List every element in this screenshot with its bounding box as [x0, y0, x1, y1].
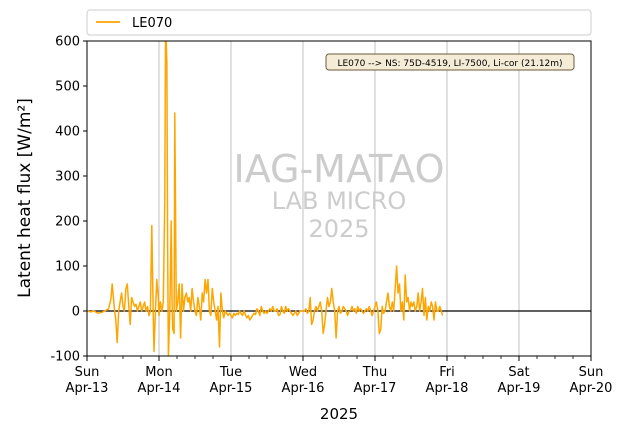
watermark-line-3: 2025: [308, 215, 369, 243]
y-tick-label: -100: [50, 350, 80, 365]
y-axis-label: Latent heat flux [W/m²]: [15, 98, 35, 298]
y-tick-label: 200: [55, 215, 80, 230]
y-tick-label: 0: [72, 305, 80, 320]
x-tick-label-day: Fri: [439, 365, 455, 380]
x-tick-label-day: Sun: [75, 365, 100, 380]
x-tick-label-day: Sun: [579, 365, 604, 380]
series-layer: [87, 41, 444, 356]
x-tick-label-date: Apr-19: [498, 381, 541, 396]
x-tick-label-date: Apr-15: [210, 381, 253, 396]
gridlines: [158, 41, 520, 356]
x-tick-label-date: Apr-14: [138, 381, 181, 396]
x-tick-label-date: Apr-16: [282, 381, 325, 396]
series-line-le070: [87, 41, 350, 356]
watermark-line-2: LAB MICRO: [272, 187, 407, 215]
x-tick-label-day: Sat: [508, 365, 529, 380]
legend-box: [86, 9, 592, 36]
x-tick-label-day: Mon: [145, 365, 172, 380]
annotation-text: LE070 --> NS: 75D-4519, LI-7500, Li-cor …: [337, 59, 562, 69]
x-axis: SunApr-13MonApr-14TueApr-15WedApr-16ThuA…: [66, 356, 613, 396]
y-tick-label: 400: [55, 125, 80, 140]
x-tick-label-date: Apr-18: [426, 381, 469, 396]
plot-area: [87, 41, 591, 356]
legend-label: LE070: [132, 16, 172, 31]
y-tick-label: 600: [55, 35, 80, 50]
x-tick-label-day: Tue: [219, 365, 242, 380]
x-tick-label-day: Wed: [289, 365, 317, 380]
x-axis-label: 2025: [320, 405, 358, 423]
y-tick-label: 300: [55, 170, 80, 185]
y-tick-label: 100: [55, 260, 80, 275]
x-tick-label-date: Apr-13: [66, 381, 109, 396]
annotation-box: [325, 53, 575, 71]
watermark-line-1: IAG-MATAO: [233, 147, 444, 191]
x-tick-label-date: Apr-17: [354, 381, 397, 396]
y-tick-label: 500: [55, 80, 80, 95]
x-tick-label-date: Apr-20: [570, 381, 613, 396]
series-line-le070: [349, 265, 444, 335]
y-axis: -100 0 100 200 300 400 500 600: [50, 35, 87, 365]
x-tick-label-day: Thu: [362, 365, 387, 380]
